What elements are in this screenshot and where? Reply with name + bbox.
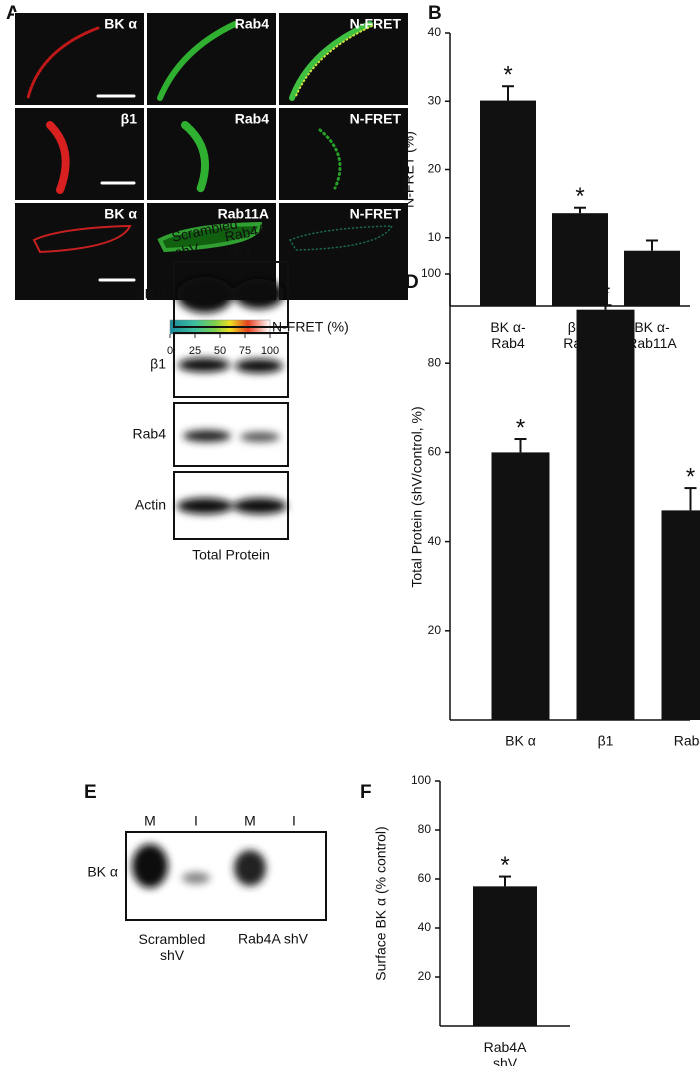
y-tick-label: 20 [418,969,432,983]
x-tick-label: BK α-Rab11A [627,319,677,351]
y-tick-label: 100 [411,773,431,787]
bar [624,250,680,306]
y-tick-label: 40 [428,534,442,548]
image-label: N-FRET [350,16,402,32]
blot-e-labels: M I M I BK α Scrambled shV Rab4A shV [87,813,308,963]
y-axis-label: Total Protein (shV/control, %) [409,406,425,587]
significance-mark: * [516,414,525,441]
blot-row-label: β1 [150,356,166,372]
blot-row-label: Actin [135,497,166,513]
y-tick-label: 60 [418,871,432,885]
blots-c [173,261,289,540]
image-label: β1 [121,111,138,127]
chart: 20 40 60 80 100 Total Protein (shV/control, %… [409,266,700,749]
y-axis-label: Surface BK α (% control) [373,826,389,980]
y-tick-label: 40 [428,25,442,39]
colorbar-tick-label: 50 [214,345,226,357]
y-tick-label: 30 [428,93,442,107]
lane-label: I [292,813,296,829]
x-tick-label: Rab4 [674,733,700,749]
colorbar-tick-label: 0 [167,345,173,357]
panel-letter: E [84,782,97,803]
y-tick-label: 20 [428,162,442,176]
blot-row-label: Rab4 [133,426,167,442]
image-label: BK α [104,16,137,32]
y-tick-label: 10 [428,230,442,244]
significance-mark: * [503,62,512,89]
group-label: Scrambled shV [139,931,206,963]
bar [491,452,550,720]
x-tick-label: Rab4A shV [484,1039,527,1066]
blot-row-label: BK α [87,864,118,880]
image-label: Rab4 [235,111,269,127]
bands-c [177,277,287,514]
y-tick-label: 20 [428,623,442,637]
y-tick-label: 60 [428,445,442,459]
blot-row-label: BK α [135,286,166,302]
bar [552,213,608,306]
bar [661,510,700,720]
significance-mark: * [601,281,610,308]
micrograph-grid [14,12,408,302]
y-tick-label: 100 [421,266,441,280]
y-tick-label: 80 [428,355,442,369]
colorbar-label: N-FRET (%) [272,319,349,335]
significance-mark: * [575,183,584,210]
chart: 20 40 60 80 100 Surface BK α (% control) * Rab4… [373,773,570,1066]
panel-letter: D [405,272,419,293]
image-label: BK α [104,206,137,222]
bar [480,100,536,306]
image-label: Rab4 [235,16,269,32]
y-axis-label: N-FRET (%) [401,131,417,208]
lane-label: M [144,813,156,829]
bar [576,309,635,720]
image-labels: BK α Rab4 N-FRET β1 Rab4 N-FRET BK α Rab11A N-FR… [104,16,401,222]
colorbar-tick-label: 75 [239,345,251,357]
colorbar-tick-label: 25 [189,345,201,357]
blot-footer: Total Protein [192,547,270,563]
x-tick-label: BK α-Rab4 [490,319,526,351]
bar [473,886,537,1026]
image-label: Rab11A [218,206,269,222]
colorbar-tick-label: 100 [261,345,279,357]
significance-mark: * [500,852,509,879]
significance-mark: * [686,463,695,490]
panel-letter: F [360,782,372,803]
colorbar-ticks: 0 25 50 75 100 [167,334,279,357]
panel-letter: B [428,3,442,24]
group-label: Rab4A shV [238,931,309,947]
x-tick-label: BK α [505,733,536,749]
image-label: N-FRET [350,206,402,222]
lane-label: M [244,813,256,829]
image-label: N-FRET [350,111,402,127]
y-tick-label: 40 [418,920,432,934]
y-tick-label: 80 [418,822,432,836]
bands-e [132,844,266,888]
x-tick-label: β1 [598,733,614,749]
lane-label: I [194,813,198,829]
